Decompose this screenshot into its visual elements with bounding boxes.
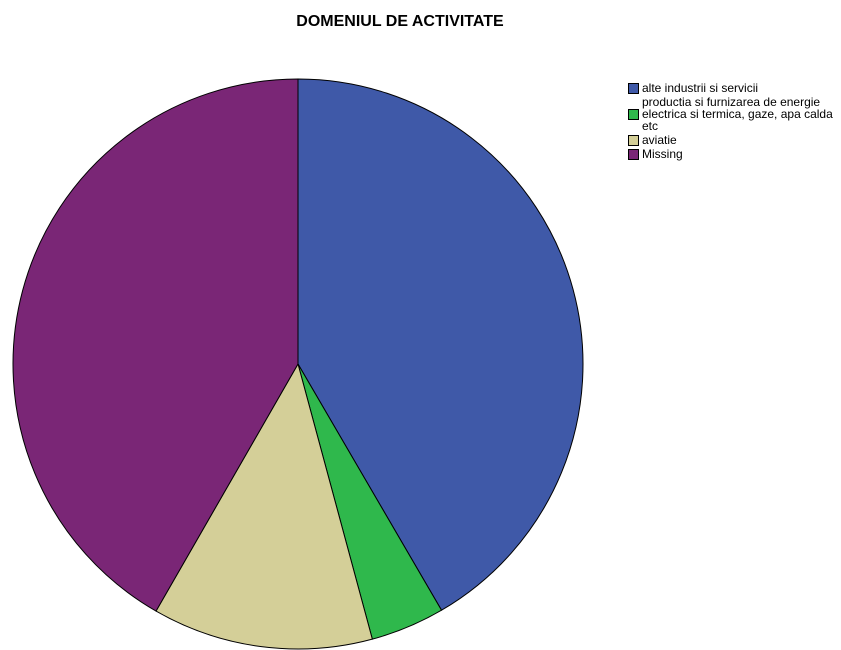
legend-item: alte industrii si servicii (628, 82, 838, 94)
legend-label: aviatie (642, 133, 677, 147)
legend-swatch (628, 134, 639, 146)
legend-swatch (628, 82, 639, 94)
chart-title: DOMENIUL DE ACTIVITATE (296, 13, 504, 30)
pie-slice (12, 78, 299, 612)
legend-label: productia si furnizarea de energie elect… (642, 95, 833, 133)
pie-slice (297, 78, 584, 611)
pie-slice (155, 362, 373, 650)
legend-swatch (628, 148, 639, 160)
legend-label: alte industrii si servicii (642, 81, 759, 95)
legend-item: Missing (628, 148, 838, 160)
legend-item: aviatie (628, 134, 838, 146)
legend: alte industrii si servicii productia si f… (628, 82, 838, 162)
legend-swatch (628, 108, 639, 120)
legend-item: productia si furnizarea de energie elect… (628, 96, 838, 132)
legend-label: Missing (642, 147, 683, 161)
